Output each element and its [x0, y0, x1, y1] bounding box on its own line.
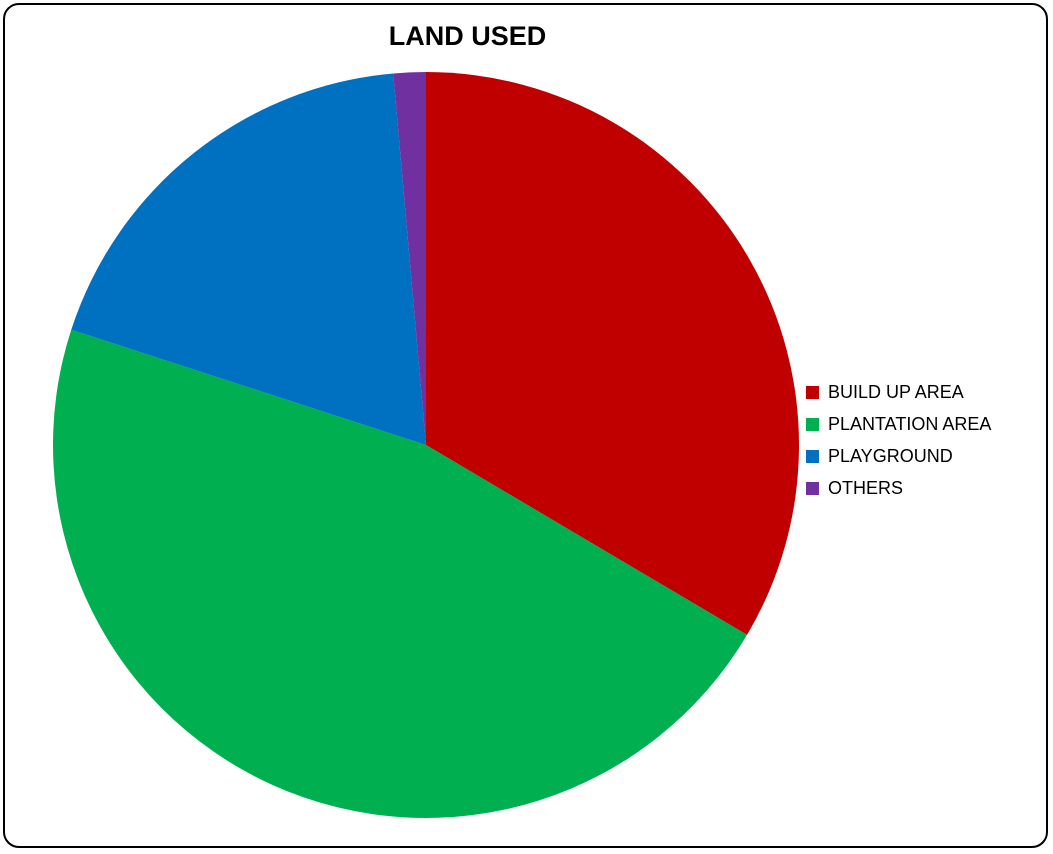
pie-slice-build-up-area: [426, 72, 799, 635]
legend-item: PLANTATION AREA: [806, 408, 991, 440]
pie-slice-playground: [71, 73, 426, 445]
legend-label: PLAYGROUND: [828, 445, 953, 466]
pie-slice-plantation-area: [53, 329, 748, 818]
legend-label: OTHERS: [828, 477, 904, 498]
legend-swatch: [806, 417, 819, 431]
pie-slice-others: [393, 72, 426, 445]
legend-swatch: [806, 449, 819, 463]
legend-swatch: [806, 481, 819, 495]
legend-item: OTHERS: [806, 472, 991, 504]
legend-item: BUILD UP AREA: [806, 376, 991, 408]
legend-label: PLANTATION AREA: [828, 413, 992, 434]
legend-swatch: [806, 385, 819, 399]
chart-title: LAND USED: [388, 21, 547, 51]
legend: BUILD UP AREA PLANTATION AREA PLAYGROUND OT…: [806, 376, 991, 504]
legend-label: BUILD UP AREA: [828, 381, 964, 402]
legend-item: PLAYGROUND: [806, 440, 991, 472]
